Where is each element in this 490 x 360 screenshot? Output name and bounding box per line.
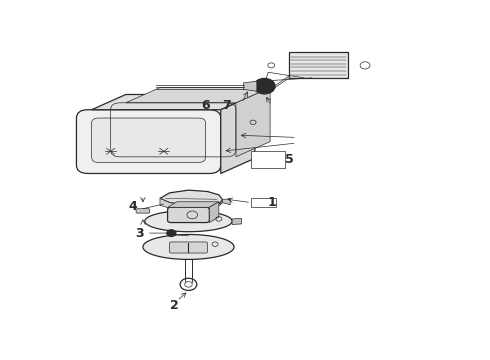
Circle shape [258, 82, 270, 91]
Polygon shape [160, 198, 222, 210]
Polygon shape [145, 211, 232, 232]
Polygon shape [92, 94, 255, 110]
Text: 3: 3 [135, 226, 144, 240]
Polygon shape [160, 190, 222, 206]
FancyBboxPatch shape [170, 242, 207, 253]
Polygon shape [209, 202, 219, 222]
Polygon shape [244, 81, 257, 91]
Polygon shape [232, 219, 242, 225]
Polygon shape [168, 202, 219, 207]
Polygon shape [126, 87, 270, 103]
Text: 1: 1 [268, 196, 276, 210]
Circle shape [170, 232, 173, 234]
FancyBboxPatch shape [92, 118, 206, 162]
Polygon shape [220, 94, 255, 174]
Text: 7: 7 [222, 99, 231, 112]
FancyBboxPatch shape [136, 209, 150, 213]
Text: 6: 6 [201, 99, 210, 112]
FancyBboxPatch shape [251, 151, 285, 168]
Text: 4: 4 [128, 200, 137, 213]
Polygon shape [236, 87, 270, 157]
Text: 2: 2 [170, 299, 178, 312]
Circle shape [167, 230, 176, 237]
FancyBboxPatch shape [251, 198, 276, 207]
FancyBboxPatch shape [168, 207, 209, 222]
Circle shape [254, 78, 275, 94]
Polygon shape [222, 198, 230, 205]
FancyBboxPatch shape [76, 110, 221, 174]
FancyBboxPatch shape [289, 51, 348, 78]
Polygon shape [143, 234, 234, 260]
Text: 5: 5 [285, 153, 294, 166]
